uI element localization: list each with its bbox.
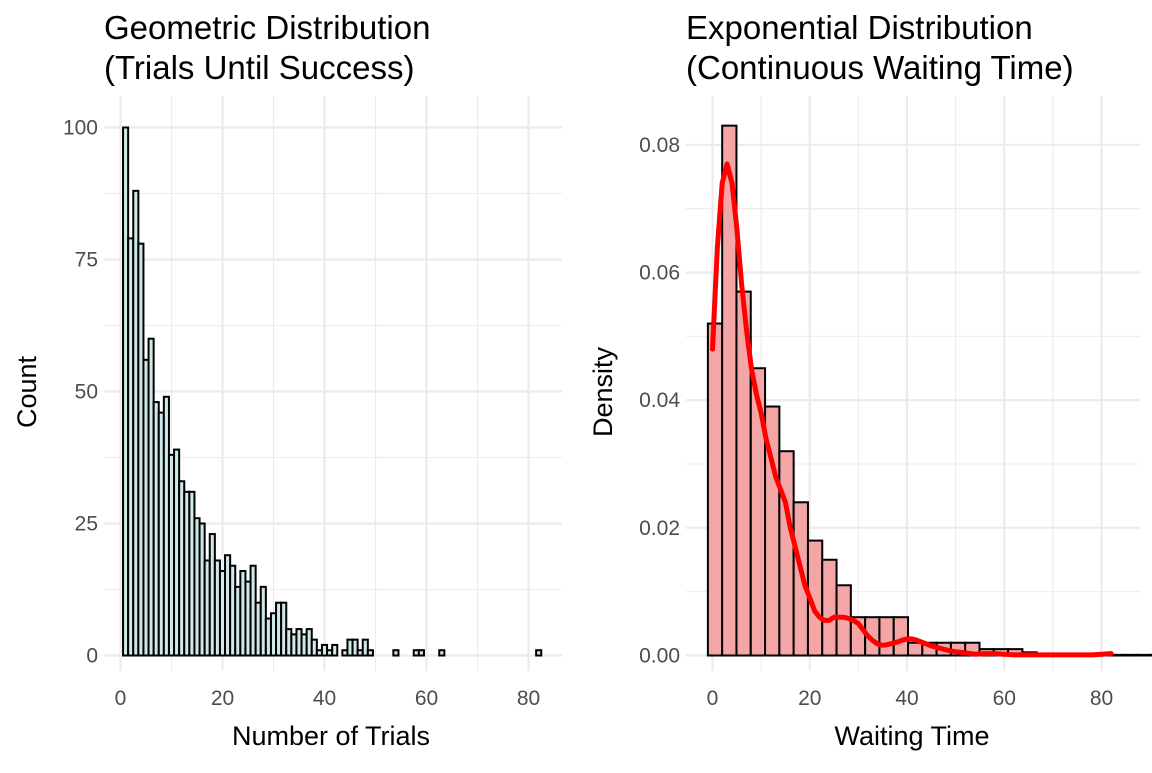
geometric-x-tick-label: 0 bbox=[115, 687, 127, 710]
exponential-title-line-1: Exponential Distribution bbox=[686, 9, 1033, 46]
geometric-x-axis-label: Number of Trials bbox=[232, 721, 430, 751]
exponential-y-axis-label: Density bbox=[588, 346, 618, 437]
geometric-y-tick-label: 75 bbox=[75, 249, 98, 272]
geometric-y-tick-label: 25 bbox=[75, 513, 98, 536]
exponential-x-axis-label: Waiting Time bbox=[834, 721, 989, 751]
exponential-x-tick-label: 60 bbox=[993, 687, 1016, 710]
geometric-panel: Geometric Distribution (Trials Until Suc… bbox=[12, 9, 562, 751]
exponential-y-tick-label: 0.04 bbox=[639, 389, 680, 412]
exponential-bar bbox=[778, 450, 795, 657]
exponential-title-line-2: (Continuous Waiting Time) bbox=[686, 49, 1074, 86]
geometric-title-line-2: (Trials Until Success) bbox=[104, 49, 415, 86]
exponential-y-tick-label: 0.00 bbox=[639, 645, 680, 668]
exponential-x-tick-label: 0 bbox=[707, 687, 719, 710]
exponential-x-tick-label: 40 bbox=[895, 687, 918, 710]
exponential-y-tick-label: 0.08 bbox=[639, 134, 680, 157]
exponential-x-tick-label: 20 bbox=[798, 687, 821, 710]
geometric-x-tick-label: 80 bbox=[517, 687, 540, 710]
geometric-bar bbox=[351, 638, 359, 657]
exponential-x-tick-label: 80 bbox=[1090, 687, 1113, 710]
exponential-bar bbox=[878, 616, 895, 657]
density-curve bbox=[710, 161, 1114, 658]
exponential-bar bbox=[821, 558, 838, 657]
geometric-bar bbox=[392, 649, 400, 657]
geometric-x-tick-label: 60 bbox=[415, 687, 438, 710]
exponential-bar bbox=[907, 641, 924, 657]
exponential-bar bbox=[1121, 653, 1138, 657]
geometric-x-tick-label: 20 bbox=[211, 687, 234, 710]
geometric-bar bbox=[366, 649, 374, 657]
geometric-bar bbox=[438, 649, 446, 657]
geometric-y-tick-label: 0 bbox=[86, 645, 98, 668]
exponential-panel: Exponential Distribution (Continuous Wai… bbox=[588, 9, 1152, 751]
exponential-bar bbox=[892, 616, 910, 657]
geometric-bar bbox=[361, 638, 369, 657]
geometric-bar bbox=[417, 649, 425, 657]
exponential-y-tick-label: 0.06 bbox=[639, 261, 680, 284]
geometric-bar bbox=[310, 638, 318, 657]
exponential-y-tick-label: 0.02 bbox=[639, 517, 680, 540]
exponential-bar bbox=[1135, 653, 1152, 657]
geometric-x-tick-label: 40 bbox=[313, 687, 336, 710]
geometric-y-tick-label: 50 bbox=[75, 381, 98, 404]
exponential-bar bbox=[706, 322, 724, 657]
geometric-y-axis-label: Count bbox=[12, 355, 42, 428]
geometric-bar bbox=[331, 643, 339, 657]
geometric-y-tick-label: 100 bbox=[63, 117, 98, 140]
geometric-title-line-1: Geometric Distribution bbox=[104, 9, 430, 46]
geometric-bar bbox=[535, 649, 543, 657]
